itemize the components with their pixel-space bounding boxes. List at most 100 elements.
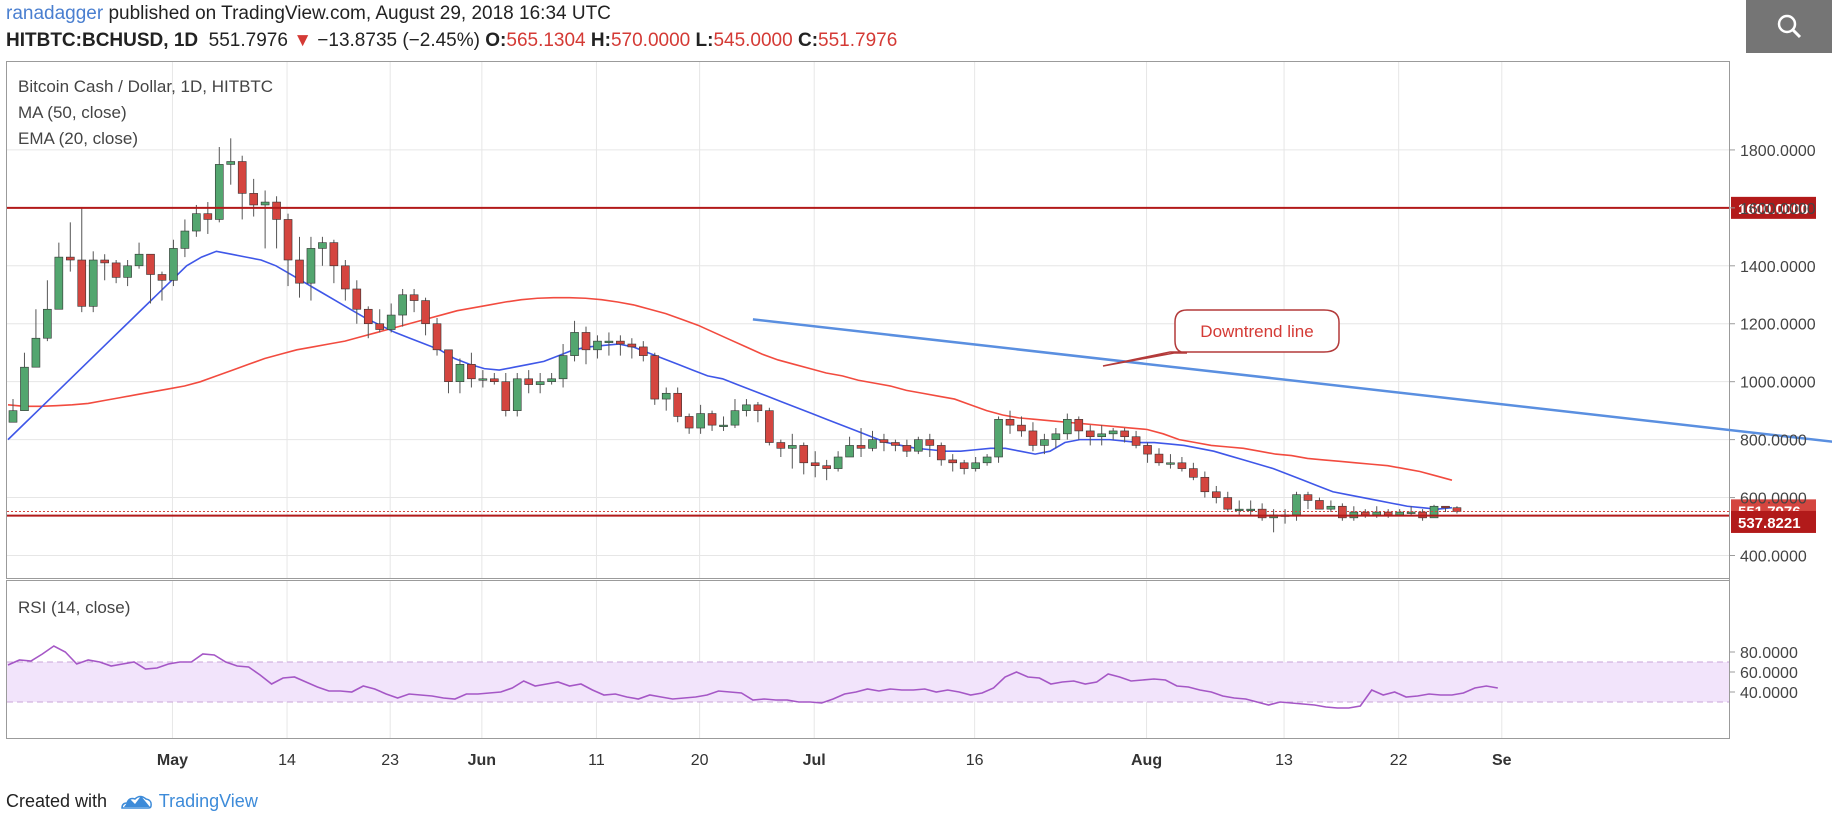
open-value: 565.1304: [506, 30, 586, 51]
candle-up: [1246, 508, 1255, 511]
candle-up: [192, 213, 201, 232]
candle-down: [1074, 419, 1084, 432]
y-tick-label: 1000.0000: [1740, 375, 1816, 392]
rsi-pane[interactable]: [6, 580, 1730, 739]
candle-down: [1005, 419, 1015, 426]
candle-up: [226, 161, 236, 165]
candle-up: [1395, 511, 1404, 516]
candle-up: [570, 332, 579, 356]
x-tick-label: Aug: [1131, 752, 1162, 769]
price-axis[interactable]: 400.0000 600.0000 800.0000 1000.0000 1200.00…: [1729, 143, 1816, 702]
ema-legend: EMA (20, close): [18, 129, 138, 148]
candle-down: [810, 462, 820, 466]
candle-down: [879, 439, 889, 443]
candle-up: [604, 340, 614, 343]
high-value: 570.0000: [610, 30, 691, 51]
candle-up: [8, 410, 18, 423]
candle-up: [1108, 430, 1118, 435]
chart-area[interactable]: 1600.0000551.7976537.8221 400.0000600.00…: [0, 0, 1832, 780]
x-tick-label: 13: [1275, 752, 1293, 769]
horizontal-levels: 1600.0000551.7976537.8221: [7, 196, 1816, 533]
rsi-y-tick-label: 40.0000: [1740, 685, 1798, 702]
ema-20-line: [7, 250, 1453, 510]
candle-down: [1143, 445, 1152, 455]
author-link[interactable]: ranadagger: [6, 3, 104, 24]
candle-up: [719, 424, 728, 427]
time-axis[interactable]: May 14 23 Jun 11 20 Jul 16 Aug 13 22 Se: [157, 752, 1512, 769]
y-tick-label: 1400.0000: [1740, 259, 1816, 276]
candle-down: [891, 442, 900, 446]
candle-up: [123, 265, 132, 278]
candle-down: [581, 332, 591, 351]
candle-up: [1063, 419, 1072, 435]
close-value: 551.7976: [818, 30, 898, 51]
published-info: ranadagger published on TradingView.com,…: [6, 3, 611, 25]
ma-legend: MA (50, close): [18, 103, 127, 122]
downtrend-annotation[interactable]: Downtrend line: [1102, 309, 1340, 367]
candle-down: [925, 439, 935, 446]
candle-up: [1166, 462, 1175, 465]
price-pane[interactable]: [6, 61, 1730, 579]
low-label: L:: [695, 30, 714, 51]
footer: Created with TradingView: [6, 791, 258, 812]
y-tick-label: 1600.0000: [1740, 201, 1816, 218]
candle-up: [20, 366, 29, 411]
candle-down: [421, 300, 430, 325]
candle-up: [914, 439, 923, 452]
candle-down: [283, 219, 293, 261]
y-tick-label: 800.0000: [1740, 433, 1807, 450]
candle-down: [1452, 507, 1462, 512]
candle-up: [169, 248, 178, 281]
candle-up: [593, 340, 602, 351]
rsi-layer: [7, 645, 1729, 709]
candle-up: [1051, 433, 1061, 440]
candle-down: [1223, 497, 1233, 510]
candle-down: [1441, 505, 1450, 509]
search-button[interactable]: [1746, 0, 1832, 53]
x-tick-label: 14: [278, 752, 296, 769]
candle-up: [971, 462, 980, 469]
candle-up: [1372, 511, 1382, 516]
x-tick-label: Jul: [803, 752, 826, 769]
y-tick-label: 1200.0000: [1740, 317, 1816, 334]
candle-down: [490, 378, 499, 382]
candle-up: [547, 378, 556, 382]
candle-down: [501, 381, 511, 411]
rsi-legend: RSI (14, close): [18, 598, 130, 617]
candle-up: [868, 439, 877, 449]
candle-down: [753, 404, 763, 411]
candle-up: [88, 259, 98, 307]
candle-up: [1326, 505, 1336, 510]
candle-down: [363, 308, 373, 325]
tradingview-link[interactable]: TradingView: [158, 791, 258, 811]
candle-down: [707, 413, 717, 426]
last-price: 551.7976: [208, 30, 288, 51]
candle-up: [833, 456, 843, 469]
candle-down: [237, 161, 247, 194]
candle-down: [77, 259, 87, 307]
candle-up: [535, 381, 545, 385]
candle-down: [1177, 462, 1187, 469]
candle-up: [260, 201, 270, 206]
candle-down: [1200, 476, 1210, 493]
tradingview-cloud-icon: [121, 795, 152, 809]
candle-down: [295, 259, 304, 284]
candle-up: [214, 164, 224, 220]
support-price-label-bg: [1731, 510, 1816, 533]
resistance-price-label: 1600.0000: [1738, 201, 1809, 218]
candle-down: [638, 346, 648, 356]
chart-title: Bitcoin Cash / Dollar, 1D, HITBTC: [18, 77, 273, 96]
candle-down: [1338, 505, 1347, 519]
candle-down: [684, 416, 694, 429]
candle-down: [616, 340, 625, 345]
candle-down: [1154, 453, 1164, 464]
candle-down: [203, 213, 213, 220]
candle-up: [1406, 511, 1416, 514]
candle-down: [444, 349, 453, 382]
moving-averages: [7, 250, 1453, 510]
candle-up: [696, 413, 705, 429]
candle-up: [54, 256, 64, 310]
x-tick-label: Se: [1492, 752, 1512, 769]
candle-down: [524, 378, 534, 385]
trend-layer: [752, 318, 1832, 443]
